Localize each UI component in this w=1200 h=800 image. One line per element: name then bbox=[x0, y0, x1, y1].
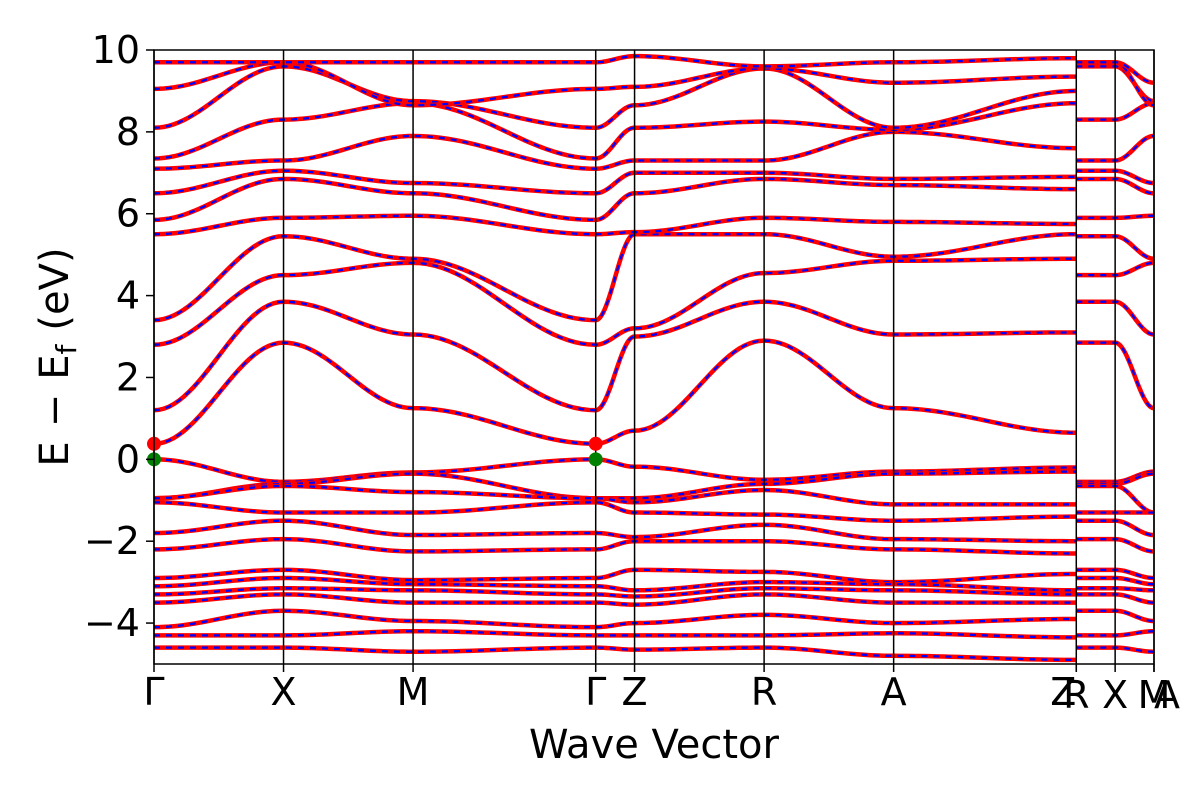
y-tick-label-1: −2 bbox=[84, 519, 140, 563]
band-line-dashed-16 bbox=[154, 233, 1154, 322]
band-line-12 bbox=[154, 645, 1154, 663]
x-tick-label-7: Z bbox=[1050, 670, 1076, 714]
vbm-marker-1 bbox=[588, 452, 603, 467]
y-axis-label-e: E bbox=[32, 441, 78, 466]
x-tick-label-5: R bbox=[751, 670, 777, 714]
band-line-10 bbox=[154, 608, 1154, 630]
band-line-dashed-14 bbox=[154, 300, 1154, 412]
band-line-11 bbox=[154, 628, 1154, 640]
band-line-13 bbox=[154, 338, 1154, 447]
x-tick-label-9: X bbox=[1102, 673, 1128, 717]
y-axis-label-minus: − bbox=[32, 394, 78, 428]
plot-frame bbox=[153, 49, 1155, 665]
x-tick-label-8: R bbox=[1063, 673, 1089, 717]
x-tick-label-6: A bbox=[881, 670, 907, 714]
x-tick-label-3: Γ bbox=[585, 670, 606, 714]
x-tick-label-1: X bbox=[271, 670, 297, 714]
y-axis-label-sub: f bbox=[50, 343, 83, 354]
y-axis-label-unit: (eV) bbox=[32, 247, 78, 330]
x-axis-label: Wave Vector bbox=[529, 722, 780, 768]
x-tick-label-10: M bbox=[1138, 673, 1171, 717]
y-tick-label-6: 8 bbox=[116, 110, 140, 154]
band-line-20 bbox=[154, 129, 1154, 171]
band-line-21 bbox=[154, 100, 1154, 161]
y-axis-ticks: −4 −2 0 2 4 6 8 10 bbox=[84, 28, 154, 645]
band-line-17 bbox=[154, 213, 1154, 237]
y-axis-label-e2: E bbox=[32, 354, 78, 379]
y-axis-label: E − Ef (eV) bbox=[32, 247, 83, 466]
x-tick-label-2: M bbox=[397, 670, 430, 714]
bands-layer bbox=[154, 53, 1154, 663]
x-tick-label-11: A bbox=[1154, 673, 1180, 717]
band-edge-markers bbox=[147, 436, 603, 467]
band-line-dashed-20 bbox=[154, 130, 1154, 170]
y-tick-label-2: 0 bbox=[116, 437, 140, 481]
x-axis-ticks: Γ X M Γ Z R A ZR X MA bbox=[143, 664, 1180, 717]
band-line-dashed-13 bbox=[154, 339, 1154, 445]
band-line-18 bbox=[154, 176, 1154, 223]
y-tick-label-5: 6 bbox=[116, 192, 140, 236]
y-tick-label-7: 10 bbox=[92, 28, 140, 72]
band-line-dashed-18 bbox=[154, 177, 1154, 221]
y-tick-label-0: −4 bbox=[84, 601, 140, 645]
cbm-marker-3 bbox=[588, 436, 603, 451]
band-line-16 bbox=[154, 231, 1154, 323]
band-line-14 bbox=[154, 299, 1154, 413]
x-tick-label-0: Γ bbox=[143, 670, 164, 714]
y-tick-label-4: 4 bbox=[116, 274, 140, 318]
x-tick-label-4: Z bbox=[622, 670, 648, 714]
y-tick-label-3: 2 bbox=[116, 355, 140, 399]
